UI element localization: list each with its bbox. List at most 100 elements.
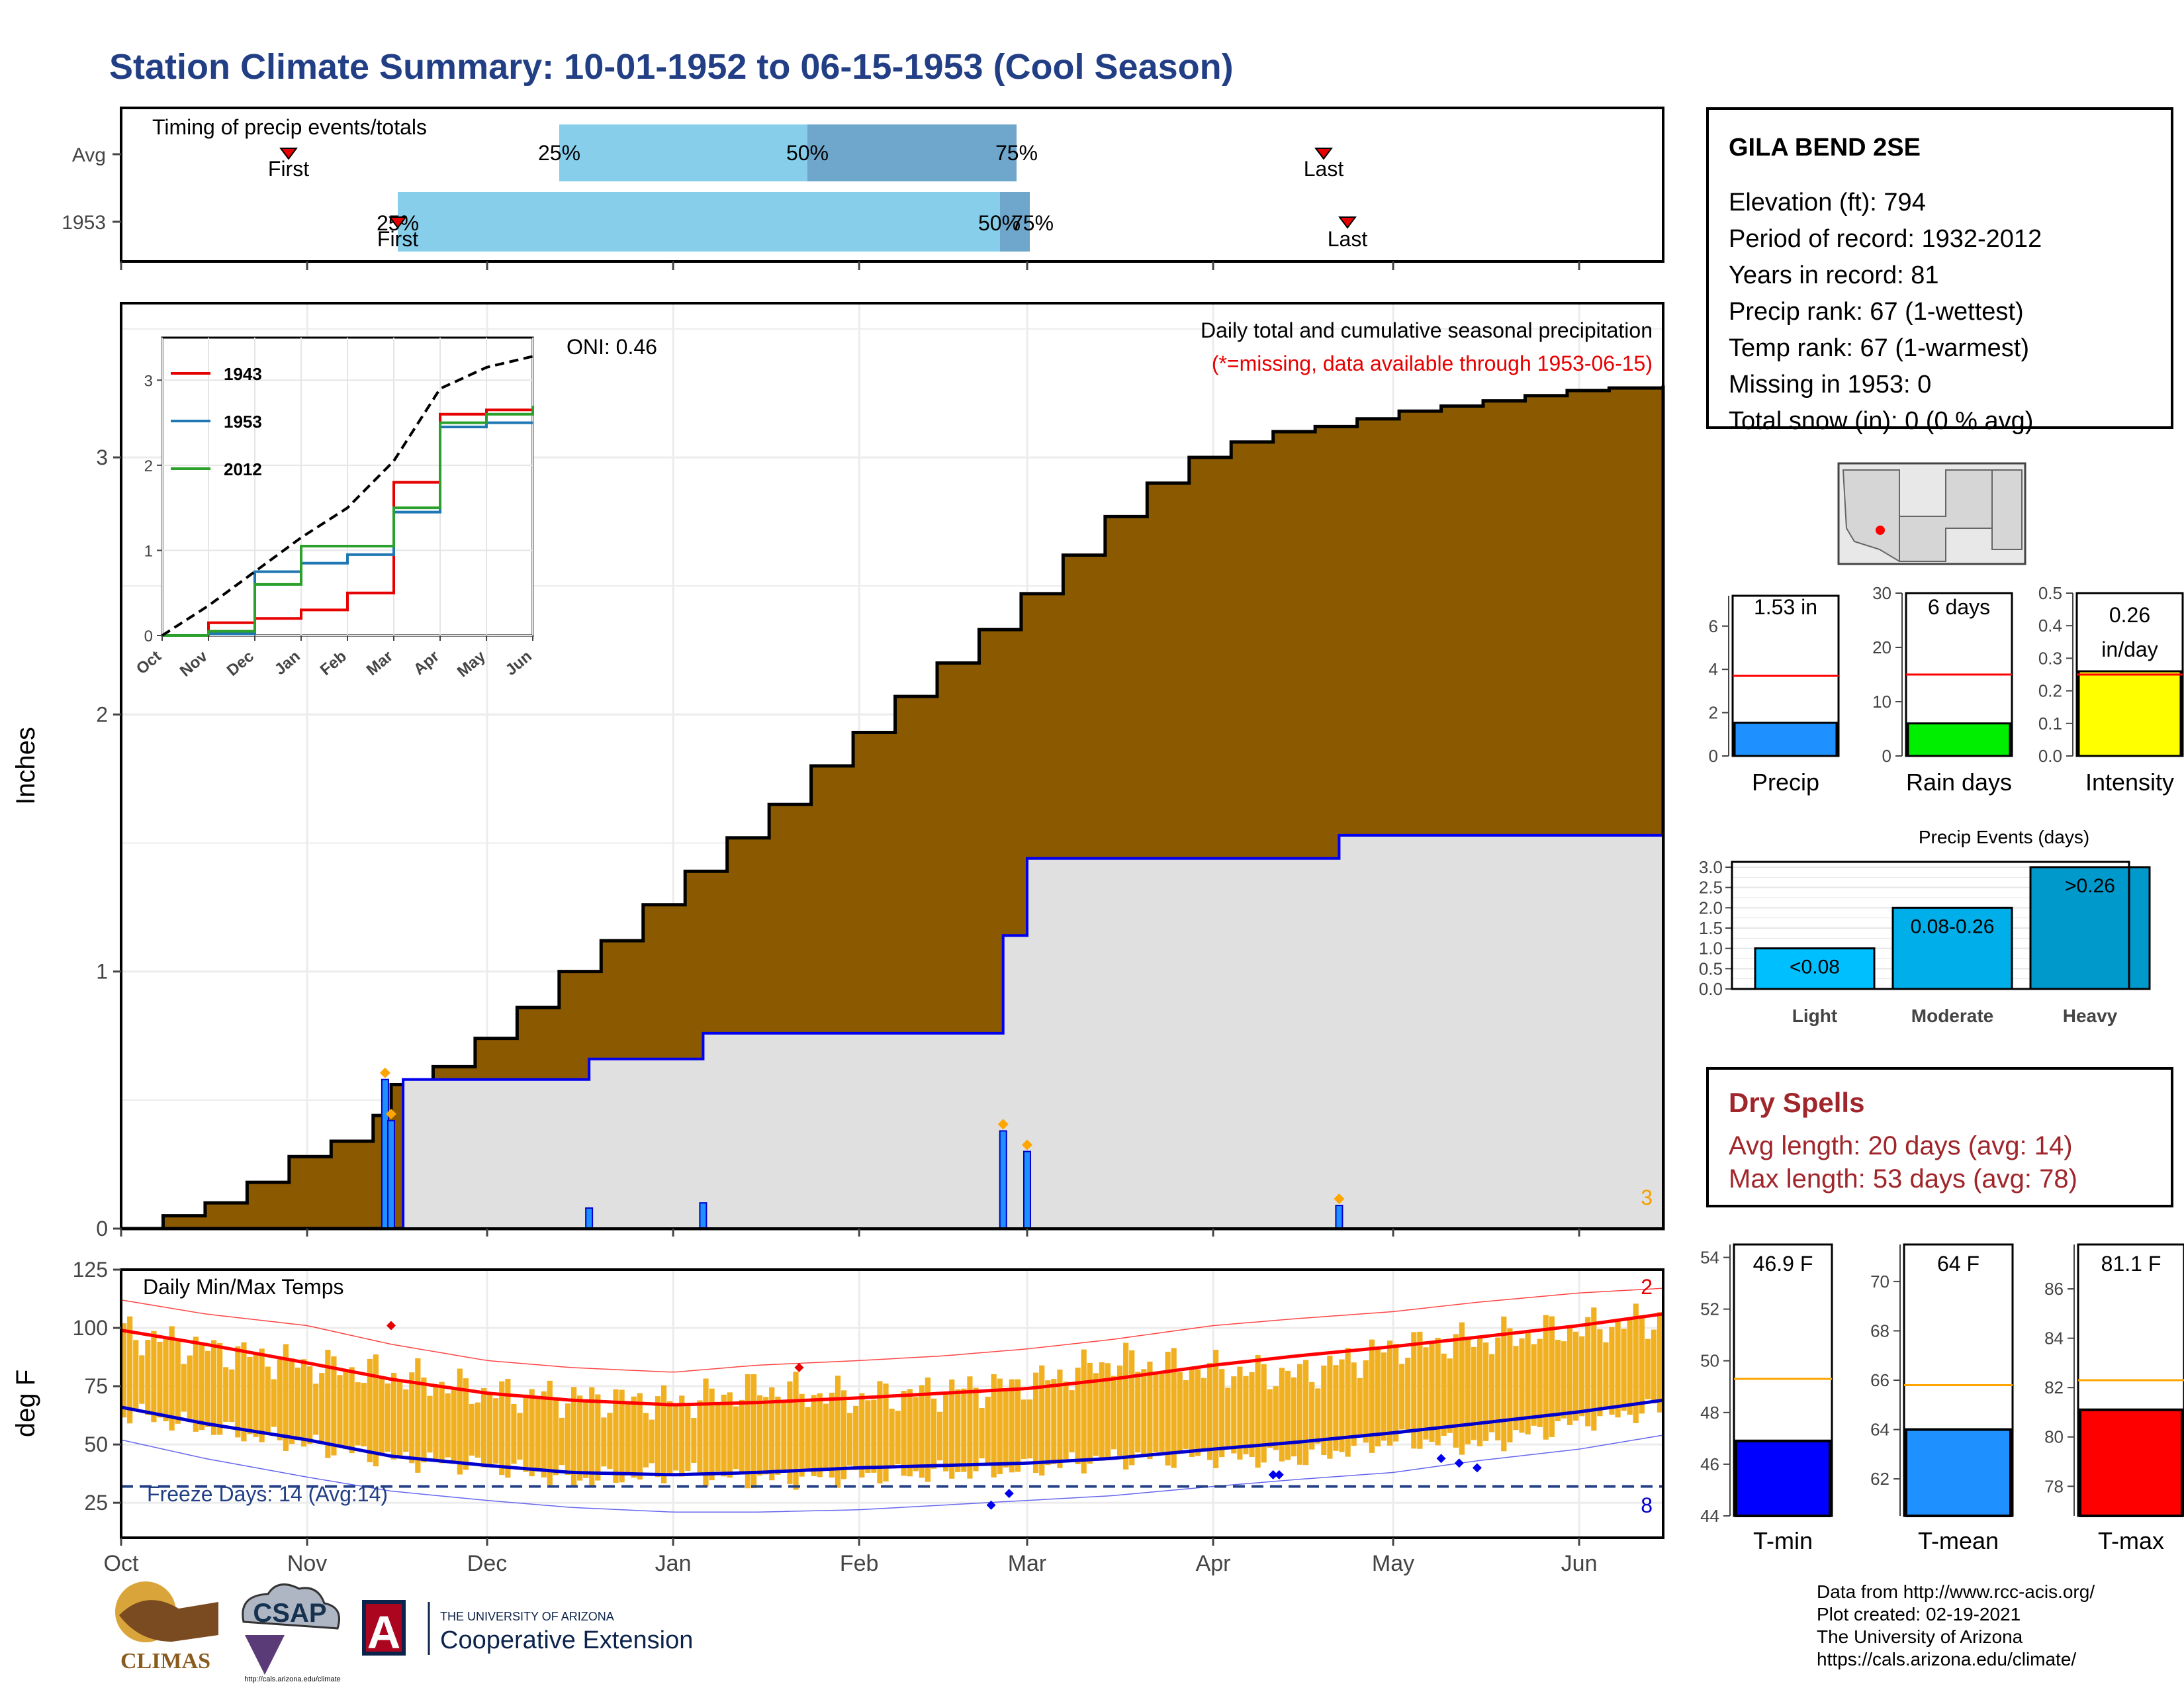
daily-temp-bar: [565, 1403, 571, 1476]
daily-temp-bar: [463, 1378, 469, 1470]
month-label: Nov: [287, 1551, 327, 1575]
climas-logo: CLIMAS: [115, 1581, 218, 1673]
daily-temp-bar: [775, 1396, 781, 1475]
temp-record-marker: [794, 1362, 804, 1372]
daily-temp-bar: [1273, 1386, 1279, 1450]
events-y-tick-label: 2.5: [1699, 878, 1723, 898]
daily-temp-bar: [1507, 1328, 1513, 1442]
mini-y-tick-label: 0.1: [2038, 714, 2062, 733]
daily-temp-bar: [1579, 1336, 1585, 1417]
daily-temp-bar: [1183, 1380, 1189, 1449]
ua-big-text: Cooperative Extension: [440, 1626, 693, 1654]
daily-temp-bar: [1015, 1379, 1021, 1472]
daily-temp-bar: [847, 1413, 853, 1466]
page-title: Station Climate Summary: 10-01-1952 to 0…: [109, 47, 1234, 87]
daily-temp-bar: [1315, 1388, 1321, 1444]
daily-temp-bar: [271, 1379, 277, 1427]
temperature-panel: Daily Min/Max Temps Freeze Days: 14 (Avg…: [11, 1258, 1664, 1575]
cold-count-label: 8: [1641, 1493, 1653, 1517]
heavy-precip-marker: [385, 1108, 396, 1119]
tbar-value-bar: [1735, 1439, 1831, 1518]
ua-logo: A THE UNIVERSITY OF ARIZONA Cooperative …: [362, 1600, 693, 1658]
daily-temp-bar: [817, 1393, 823, 1477]
events-y-tick-label: 0.0: [1699, 979, 1723, 999]
daily-temp-bar: [265, 1366, 271, 1433]
daily-temp-bar: [619, 1389, 625, 1483]
daily-temp-bar: [1657, 1312, 1663, 1413]
tbar-label: T-max: [2098, 1527, 2164, 1554]
daily-temp-bar: [1026, 1399, 1033, 1459]
daily-temp-bar: [1525, 1333, 1531, 1434]
daily-temp-bar: [1621, 1329, 1627, 1411]
mini-y-tick-label: 6: [1709, 616, 1718, 636]
daily-temp-bar: [769, 1387, 775, 1481]
temp-record-marker: [1274, 1470, 1284, 1479]
month-label: Apr: [1196, 1551, 1231, 1575]
tbar-value-bar: [1905, 1428, 2012, 1517]
record-max-line: [120, 1288, 1664, 1373]
daily-temp-bar: [1297, 1364, 1303, 1465]
daily-temp-bar: [1627, 1319, 1633, 1415]
daily-temp-bar: [313, 1383, 319, 1435]
state-outlines: [1842, 469, 2023, 562]
daily-temp-bar: [529, 1389, 535, 1477]
daily-temp-bar: [1363, 1360, 1369, 1443]
timing-avg-25-label: 25%: [538, 141, 580, 165]
daily-temp-bar: [931, 1398, 937, 1469]
legend-1943-label: 1943: [224, 364, 262, 384]
timing-1953-q2-bar: [1000, 192, 1030, 252]
temp-y-tick-label: 125: [73, 1258, 108, 1282]
daily-temp-bar: [631, 1396, 637, 1478]
tbar-y-tick-label: 70: [1870, 1272, 1889, 1291]
daily-temp-bar: [697, 1400, 703, 1474]
daily-temp-bar: [1411, 1332, 1417, 1449]
tbar-y-tick-label: 62: [1870, 1469, 1889, 1489]
tbar-value-label: 81.1 F: [2101, 1252, 2161, 1276]
temp-record-marker: [986, 1500, 996, 1510]
daily-temp-bar: [1615, 1320, 1621, 1418]
events-bar: [1891, 906, 2013, 990]
temp-record-marker: [1454, 1458, 1464, 1468]
daily-temp-bar: [936, 1411, 943, 1461]
daily-precip-bar: [1023, 1150, 1031, 1229]
station-name: GILA BEND 2SE: [1729, 134, 1921, 162]
precip-y-tick-label: 2: [96, 702, 108, 726]
daily-temp-bar: [1003, 1388, 1009, 1468]
daily-temp-bar: [1159, 1374, 1165, 1452]
heavy-precip-marker: [379, 1067, 390, 1078]
timing-avg-q2-bar: [807, 124, 1017, 181]
daily-temp-bar: [1465, 1339, 1471, 1444]
timing-1953-last-marker: [1338, 216, 1357, 229]
daily-temp-bar: [1423, 1347, 1429, 1440]
daily-temp-bar: [499, 1381, 505, 1476]
mini-y-tick-label: 0: [1882, 746, 1891, 766]
daily-temp-bar: [1645, 1338, 1651, 1399]
month-label: Jan: [655, 1551, 692, 1575]
dry-spells-max: Max length: 53 days (avg: 78): [1729, 1164, 2077, 1194]
daily-temp-bar: [445, 1393, 451, 1458]
daily-temp-bar: [361, 1383, 367, 1447]
daily-temp-bar: [829, 1392, 835, 1478]
daily-temp-bar: [1279, 1368, 1285, 1462]
daily-temp-bar: [1513, 1346, 1519, 1430]
mini-y-tick-label: 0.5: [2038, 583, 2062, 603]
daily-temp-bar: [889, 1409, 895, 1466]
daily-temp-bar: [331, 1356, 337, 1456]
daily-temp-bar: [919, 1385, 925, 1478]
events-y-tick-label: 0.5: [1699, 959, 1723, 978]
daily-temp-bar: [799, 1393, 805, 1477]
daily-temp-bar: [823, 1403, 829, 1472]
daily-temp-bar: [1369, 1339, 1375, 1453]
daily-temp-bar: [1393, 1344, 1399, 1442]
climas-mark-icon: [119, 1600, 218, 1642]
hot-count-label: 2: [1641, 1275, 1653, 1299]
inset-series-1943: [162, 408, 533, 637]
daily-temp-bar: [1417, 1331, 1423, 1449]
timing-1953-75-label: 75%: [1011, 211, 1054, 235]
daily-temp-bar: [1129, 1350, 1135, 1466]
timing-avg-last-marker: [1314, 148, 1333, 160]
daily-temp-bar: [871, 1399, 877, 1473]
daily-temp-bar: [439, 1382, 445, 1464]
daily-temp-bar: [337, 1375, 343, 1446]
station-snow: Total snow (in): 0 (0 % avg): [1729, 407, 2034, 435]
